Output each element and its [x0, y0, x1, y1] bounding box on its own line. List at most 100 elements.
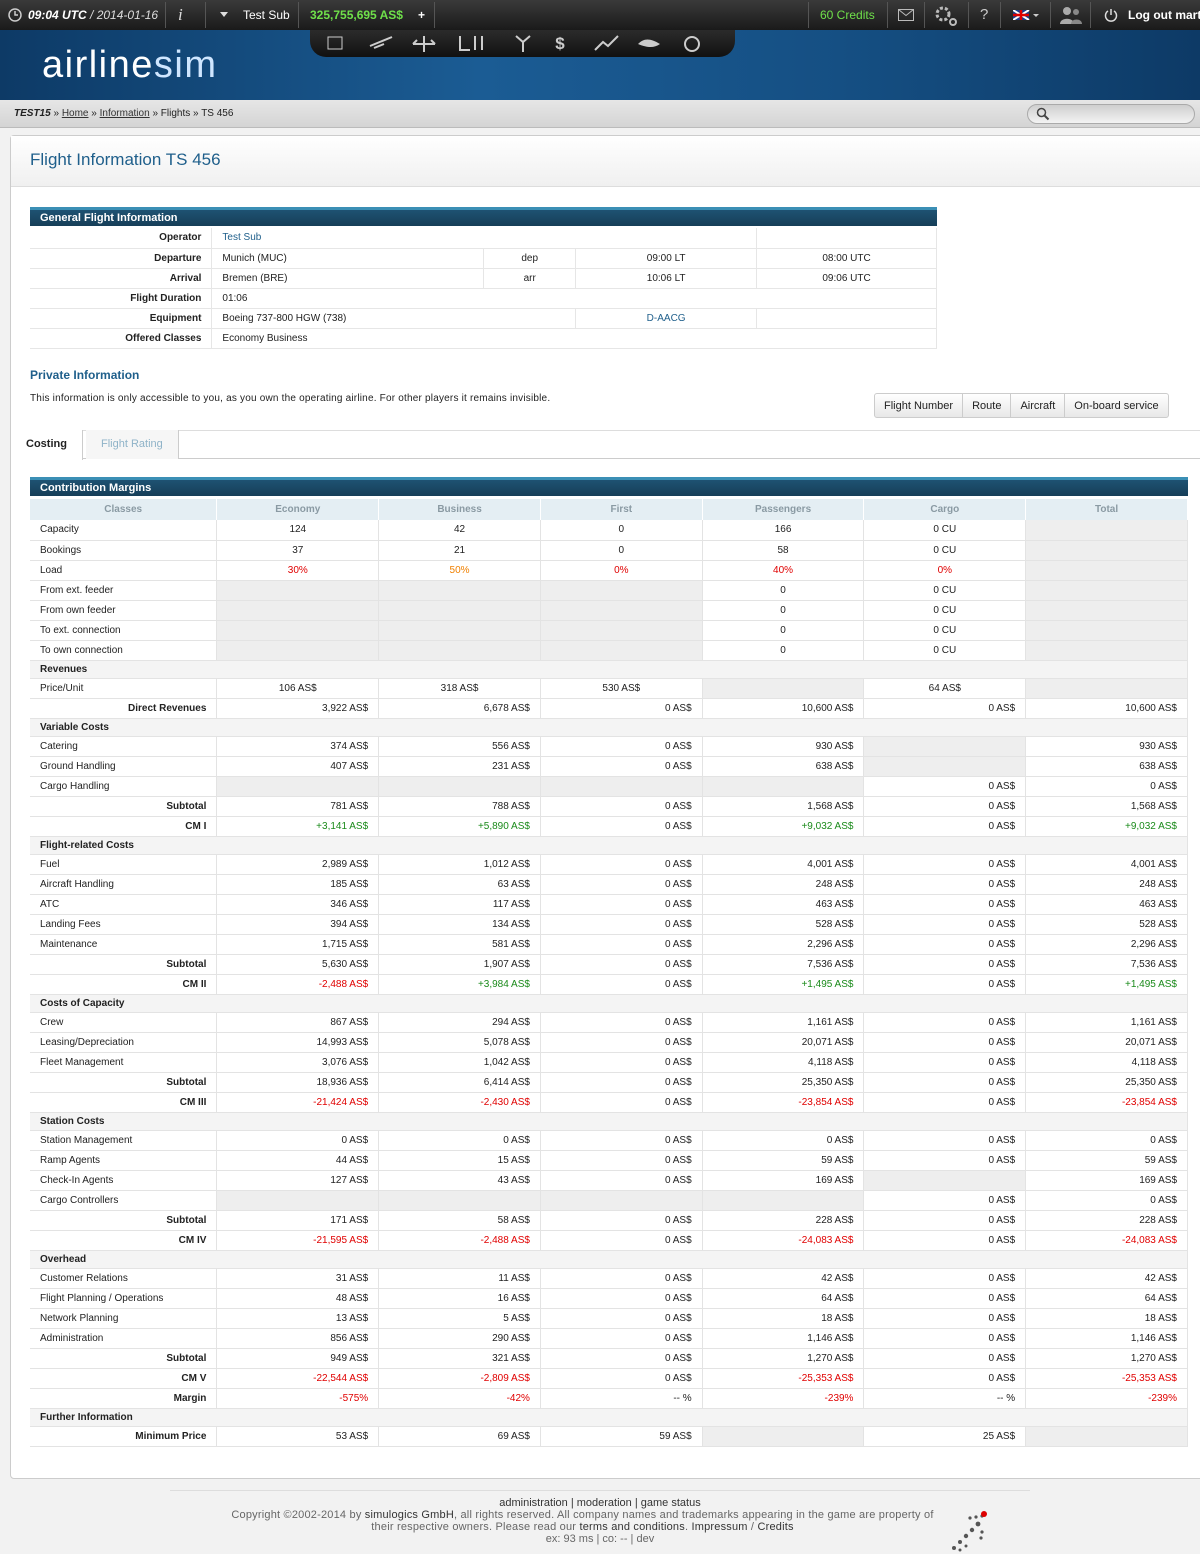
- value-cell: 185 AS$: [216, 874, 380, 895]
- value-cell: 42: [378, 520, 541, 541]
- value-cell: 556 AS$: [378, 736, 541, 757]
- column-header: Cargo: [863, 499, 1027, 520]
- value-cell: 0 AS$: [863, 1368, 1027, 1389]
- value-cell: 0 AS$: [540, 698, 703, 719]
- value-cell: 321 AS$: [378, 1348, 541, 1369]
- empty-cell: [540, 620, 703, 641]
- value-cell: 169 AS$: [702, 1170, 865, 1191]
- crumb[interactable]: TEST15: [14, 108, 51, 119]
- value-cell: -21,424 AS$: [216, 1092, 380, 1113]
- nav-icon[interactable]: [684, 36, 700, 52]
- column-header: Economy: [216, 499, 380, 520]
- row-label: From ext. feeder: [30, 580, 218, 601]
- button[interactable]: Aircraft: [1011, 394, 1066, 417]
- logo[interactable]: airlinesim: [42, 44, 218, 87]
- private-note: This information is only accessible to y…: [30, 393, 551, 404]
- general-info: General Flight Information Operator Test …: [30, 207, 937, 349]
- section-label: Flight-related Costs: [30, 836, 1188, 855]
- operator[interactable]: Test Sub: [211, 228, 758, 249]
- data-row: Subtotal 949 AS$ 321 AS$ 0 AS$ 1,270 AS$ 0 AS…: [30, 1348, 1188, 1369]
- value-cell: 25,350 AS$: [702, 1072, 865, 1093]
- value-cell: 0 AS$: [540, 974, 703, 995]
- value-cell: 53 AS$: [216, 1426, 380, 1447]
- row-label: ATC: [30, 894, 218, 915]
- tab-active[interactable]: Costing: [11, 430, 83, 460]
- footer-link[interactable]: game status: [640, 1497, 701, 1509]
- users-icon[interactable]: [1060, 6, 1082, 24]
- footer-link[interactable]: moderation: [576, 1497, 632, 1509]
- column-header: Total: [1025, 499, 1188, 520]
- language-flag[interactable]: [1013, 10, 1039, 20]
- row-label: CM III: [30, 1092, 218, 1113]
- nav-icon[interactable]: [369, 36, 393, 49]
- mail-icon[interactable]: [898, 9, 914, 21]
- button-group: Flight Number Route Aircraft On-board servi…: [874, 393, 1169, 418]
- power-icon[interactable]: [1104, 8, 1118, 22]
- row-label: Flight Planning / Operations: [30, 1288, 218, 1309]
- nav-icon[interactable]: [327, 36, 343, 50]
- footer-link[interactable]: Impressum: [691, 1521, 748, 1533]
- button[interactable]: Flight Number: [875, 394, 964, 417]
- value-cell: +9,032 AS$: [1025, 816, 1188, 837]
- value-cell: -239%: [1025, 1388, 1188, 1409]
- footer-link[interactable]: administration: [499, 1497, 568, 1509]
- row-label: Administration: [30, 1328, 218, 1349]
- section-label: Costs of Capacity: [30, 994, 1188, 1013]
- value-cell: 134 AS$: [378, 914, 541, 935]
- button[interactable]: On-board service: [1074, 400, 1159, 412]
- row-label: Price/Unit: [30, 678, 218, 699]
- value-cell: 166: [702, 520, 865, 541]
- empty-cell: [540, 580, 703, 601]
- crumb[interactable]: Information: [99, 108, 150, 119]
- value-cell: +1,495 AS$: [702, 974, 865, 995]
- value-cell: 169 AS$: [1025, 1170, 1188, 1191]
- search-box[interactable]: [1027, 104, 1195, 124]
- data-row: Subtotal 781 AS$ 788 AS$ 0 AS$ 1,568 AS$ 0 AS…: [30, 796, 1188, 817]
- empty-cell: [216, 600, 380, 621]
- help-icon[interactable]: ?: [980, 6, 989, 23]
- nav-icon[interactable]: [412, 36, 436, 52]
- crumb[interactable]: Home: [61, 108, 89, 119]
- nav-icon[interactable]: [594, 35, 619, 51]
- info-icon[interactable]: i: [178, 5, 183, 24]
- row-label: Check-In Agents: [30, 1170, 218, 1191]
- empty-cell: [1025, 1426, 1188, 1447]
- main-navigation: $: [310, 30, 735, 57]
- column-header: Classes: [30, 499, 218, 520]
- nav-icon[interactable]: [459, 36, 483, 51]
- value-cell: 294 AS$: [378, 1012, 541, 1033]
- value-cell: 0 AS$: [540, 914, 703, 935]
- data-row: Administration 856 AS$ 290 AS$ 0 AS$ 1,146 A…: [30, 1328, 1188, 1349]
- data-row: Minimum Price 53 AS$ 69 AS$ 59 AS$ 25 AS$: [30, 1426, 1188, 1447]
- value-cell: 0 AS$: [540, 1328, 703, 1349]
- value-cell: 20,071 AS$: [702, 1032, 865, 1053]
- nav-icon[interactable]: [638, 39, 660, 48]
- footer-link[interactable]: Credits: [757, 1521, 794, 1533]
- value-cell: -22,544 AS$: [216, 1368, 380, 1389]
- empty-cell: [378, 600, 541, 621]
- add-balance[interactable]: +: [418, 8, 426, 22]
- value-cell: 0 AS$: [540, 854, 703, 875]
- data-row: Cargo Controllers 0 AS$ 0 AS$: [30, 1190, 1188, 1211]
- section-label: Variable Costs: [30, 718, 1188, 737]
- value-cell: 18,936 AS$: [216, 1072, 380, 1093]
- footer-link[interactable]: terms and conditions: [579, 1521, 685, 1533]
- button[interactable]: Route: [963, 394, 1012, 417]
- value-cell: 407 AS$: [216, 756, 380, 777]
- logout[interactable]: Log out martin: [1128, 8, 1200, 22]
- value-cell: 1,270 AS$: [1025, 1348, 1188, 1369]
- data-row: Subtotal 18,936 AS$ 6,414 AS$ 0 AS$ 25,350 A…: [30, 1072, 1188, 1093]
- empty-cell: [216, 580, 380, 601]
- data-row: Subtotal 5,630 AS$ 1,907 AS$ 0 AS$ 7,536 AS$…: [30, 954, 1188, 975]
- registration[interactable]: D-AACG: [575, 308, 758, 329]
- nav-icon[interactable]: [515, 35, 531, 52]
- nav-icon[interactable]: $: [555, 34, 565, 53]
- value-cell: 117 AS$: [378, 894, 541, 915]
- credits[interactable]: 60 Credits: [820, 8, 875, 22]
- row-label: CM II: [30, 974, 218, 995]
- value-cell: 0 AS$: [540, 756, 703, 777]
- footer-link[interactable]: simulogics GmbH: [364, 1509, 454, 1521]
- settings-icon[interactable]: [934, 5, 958, 27]
- airline-selector[interactable]: Test Sub: [243, 8, 290, 22]
- tab[interactable]: Flight Rating: [86, 430, 179, 459]
